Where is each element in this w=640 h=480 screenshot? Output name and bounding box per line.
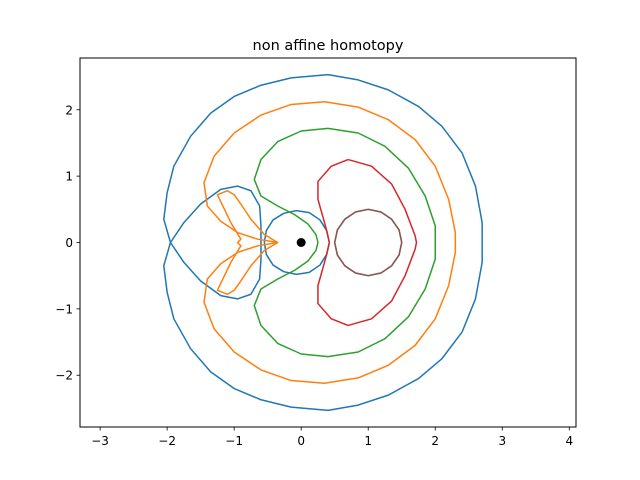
x-tick-label: −1 xyxy=(225,434,243,448)
series-2-curve-0 xyxy=(253,127,436,358)
x-tick-label: 4 xyxy=(565,434,573,448)
x-tick-label: 1 xyxy=(364,434,372,448)
origin-point xyxy=(296,238,306,247)
y-tick-label: −2 xyxy=(55,369,73,383)
series-5-curve-0 xyxy=(333,208,403,277)
x-tick-label: −2 xyxy=(158,434,176,448)
x-tick-label: 0 xyxy=(297,434,305,448)
series-3-curve-0 xyxy=(317,158,418,327)
x-tick-label: 3 xyxy=(498,434,506,448)
x-axis: −3 −2 −1 0 1 2 3 4 xyxy=(91,427,573,448)
series-0-curve-0 xyxy=(163,73,483,412)
y-tick-label: 1 xyxy=(65,170,73,184)
y-tick-label: −1 xyxy=(55,302,73,316)
y-tick-label: 0 xyxy=(65,236,73,250)
y-axis: −2 −1 0 1 2 xyxy=(55,103,80,383)
chart-title: non affine homotopy xyxy=(253,38,404,54)
series-1-curve-1 xyxy=(216,189,279,296)
axes-frame xyxy=(79,57,577,428)
x-tick-label: −3 xyxy=(91,434,109,448)
y-tick-label: 2 xyxy=(65,103,73,117)
series-layer xyxy=(163,73,483,412)
x-tick-label: 2 xyxy=(431,434,439,448)
series-0-curve-1 xyxy=(169,185,262,300)
series-1-curve-0 xyxy=(203,101,457,384)
marker-layer xyxy=(296,238,306,247)
